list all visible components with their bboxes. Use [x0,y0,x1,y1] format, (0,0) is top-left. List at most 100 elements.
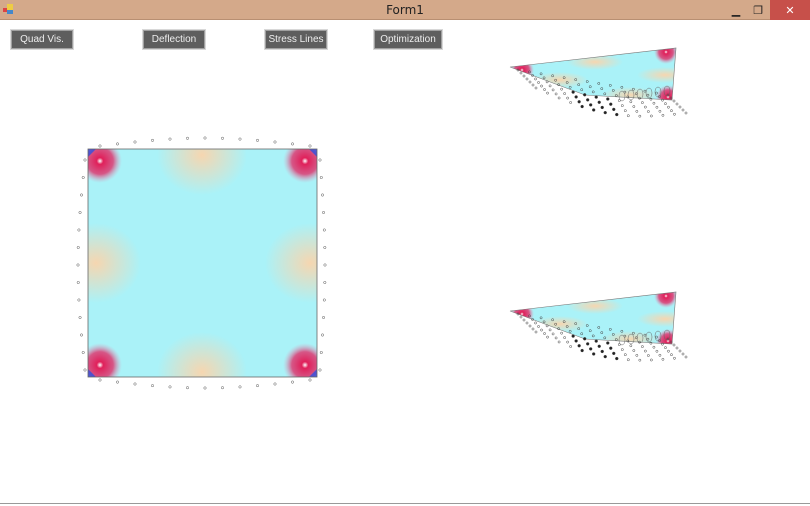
mesh-node [635,92,638,96]
node [80,333,83,337]
mesh-node [675,346,679,350]
mesh-node [608,328,612,331]
node [203,386,207,390]
mesh-node [580,348,584,353]
node [273,140,277,144]
plate-edge [509,291,677,345]
restore-icon[interactable]: ❐ [753,4,763,17]
mesh-node [627,89,635,101]
mesh-node [667,349,670,353]
mesh-node [661,342,664,346]
mesh-node [612,351,616,356]
mesh-node [571,334,575,338]
mesh-node [589,347,593,351]
node [318,158,322,162]
stress-region [637,311,676,327]
mesh-node [539,72,543,76]
mesh-node [563,336,566,339]
plate-outline [87,148,318,378]
mesh-node [585,324,589,327]
mesh-node [632,331,635,335]
mesh-node [577,344,581,348]
mesh-node [663,329,671,341]
mesh-node [516,68,520,72]
mesh-node [551,74,554,78]
minimize-icon[interactable]: ▁ [731,4,741,17]
stress-hotspot [656,85,676,100]
mesh-node [626,114,630,118]
mesh-node [608,84,612,87]
node [81,176,85,179]
mesh-node [537,325,540,328]
mesh-node [528,80,532,84]
mesh-node [516,312,520,316]
node [238,137,242,141]
deflection-button[interactable]: Deflection [142,29,206,50]
mesh-node [592,352,596,356]
mesh-node [681,108,685,112]
mesh-node [557,96,561,100]
node [77,228,81,232]
mesh-node [543,88,546,91]
node [323,281,327,284]
close-icon[interactable]: ✕ [770,0,810,20]
mesh-node [626,358,630,362]
stress-lines-button[interactable]: Stress Lines [264,29,328,50]
node [221,136,224,140]
mesh-node [663,85,671,97]
mesh-node [664,102,667,106]
mesh-node [667,105,670,109]
mesh-node [542,76,546,80]
mesh-node [534,86,538,90]
node [322,316,325,319]
mesh-node [577,83,581,87]
mesh-node [554,322,557,326]
mesh-node [655,105,659,109]
mesh-node [534,321,537,325]
node [256,384,259,388]
mesh-node [600,349,604,354]
mesh-node [620,104,624,107]
mesh-node [615,112,619,117]
stress-hotspot [656,329,676,344]
mesh-node [531,74,534,77]
mesh-node [606,97,610,101]
mesh-node [644,105,647,109]
stress-region [88,223,141,303]
mesh-node [614,338,618,341]
node [83,158,87,162]
mesh-node [632,87,635,91]
mesh-node [534,77,537,81]
mesh-node [519,315,523,319]
mesh-node [600,105,604,110]
node [80,193,83,197]
node [98,144,102,148]
node [168,385,172,389]
stress-region [602,87,658,100]
mesh-node [585,80,589,83]
node [321,333,324,337]
mesh-node [623,109,627,113]
mesh-node [562,320,566,324]
plate-top-view [88,149,317,377]
node [323,263,327,267]
mesh-node [658,95,661,98]
mesh-node [620,329,624,333]
node [78,316,82,319]
mesh-node [618,90,626,102]
mesh-node [597,100,601,104]
mesh-node [620,348,624,351]
mesh-node [654,330,662,342]
mesh-node [650,114,653,118]
mesh-node [600,331,604,334]
mesh-node [652,345,656,349]
node [322,298,326,302]
mesh-node [600,87,604,90]
plate-surface [510,292,676,344]
quad-vis-button[interactable]: Quad Vis. [10,29,74,50]
optimization-button[interactable]: Optimization [373,29,443,50]
mesh-node [557,340,561,344]
mesh-node [545,80,549,84]
mesh-node [673,112,676,116]
mesh-node [603,92,607,96]
